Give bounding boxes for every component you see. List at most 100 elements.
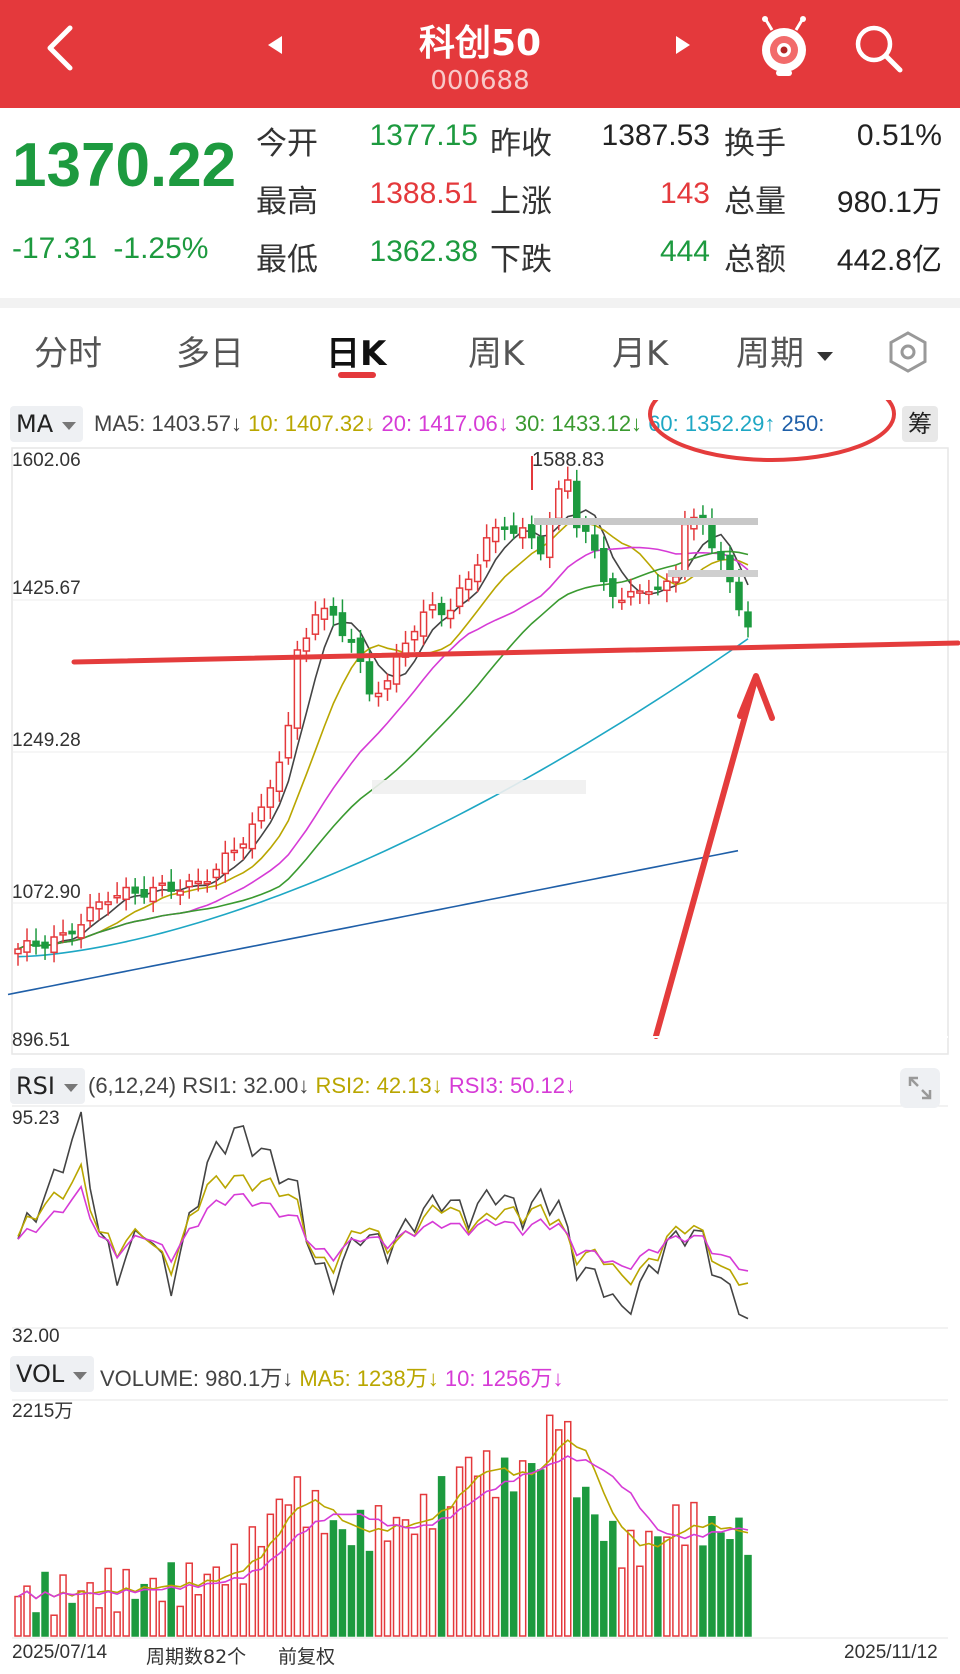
volume-bar bbox=[131, 1598, 139, 1637]
volume-bar bbox=[23, 1585, 31, 1637]
volume-bar bbox=[545, 1414, 554, 1637]
last-price: 1370.22 bbox=[12, 131, 237, 200]
candle-up bbox=[221, 852, 230, 875]
candle-up bbox=[383, 680, 392, 690]
candle-up bbox=[86, 906, 94, 922]
stat-label-open: 今开 bbox=[256, 126, 318, 162]
ma5-value: MA5: 1403.57↓ bbox=[94, 411, 242, 436]
volume-bar bbox=[257, 1545, 266, 1637]
candle-up bbox=[122, 886, 130, 901]
change-percent: -1.25% bbox=[113, 232, 209, 265]
candle-up bbox=[257, 806, 266, 822]
candle-up bbox=[248, 823, 257, 850]
stat-label-high: 最高 bbox=[256, 184, 318, 220]
hexagon-settings-icon[interactable] bbox=[886, 330, 930, 374]
rsi-legend: (6,12,24) RSI1: 32.00↓ RSI2: 42.13↓ RSI3… bbox=[88, 1073, 576, 1099]
volume-bar bbox=[95, 1607, 103, 1637]
candle-down bbox=[68, 930, 76, 935]
tab-monthly-k[interactable]: 月K bbox=[612, 334, 669, 374]
rsi-chip-label: RSI bbox=[16, 1072, 55, 1100]
peak-label: 1588.83 bbox=[532, 449, 604, 471]
volume-bar bbox=[717, 1532, 725, 1637]
triangle-left-icon[interactable] bbox=[260, 30, 290, 60]
ma-legend: MA5: 1403.57↓ 10: 1407.32↓ 20: 1417.06↓ … bbox=[94, 411, 824, 437]
volume-bar bbox=[500, 1457, 509, 1637]
volume-bar bbox=[221, 1584, 230, 1637]
y-label: 1072.90 bbox=[12, 882, 81, 903]
volume-bar bbox=[77, 1590, 85, 1637]
rsi-indicator-chip[interactable]: RSI bbox=[10, 1068, 85, 1104]
candle-up bbox=[194, 880, 202, 885]
candle-up bbox=[239, 843, 248, 849]
candle-down bbox=[609, 578, 617, 597]
chart-area[interactable]: MA MA5: 1403.57↓ 10: 1407.32↓ 20: 1417.0… bbox=[0, 400, 960, 1674]
candle-up bbox=[284, 724, 293, 759]
ma-indicator-chip[interactable]: MA bbox=[10, 406, 83, 442]
chip-distribution-button[interactable]: 筹 bbox=[902, 406, 938, 442]
volume-bar bbox=[86, 1582, 94, 1637]
volume-bar bbox=[374, 1505, 383, 1637]
rsi-params: (6,12,24) bbox=[88, 1073, 177, 1098]
start-date: 2025/07/14 bbox=[12, 1642, 108, 1663]
triangle-right-icon[interactable] bbox=[668, 30, 698, 60]
candle-up bbox=[95, 901, 103, 910]
volume-bar bbox=[284, 1504, 293, 1637]
rsi3-line bbox=[17, 1184, 749, 1272]
tab-period-label: 周期 bbox=[736, 334, 804, 374]
ma-chip-label: MA bbox=[16, 410, 54, 438]
vol-ma5-value: MA5: 1238万↓ bbox=[299, 1366, 439, 1391]
y-label-min: 896.51 bbox=[12, 1030, 71, 1051]
section-divider bbox=[0, 298, 960, 308]
candle-up bbox=[113, 894, 121, 899]
candle-up bbox=[293, 649, 302, 729]
volume-bar bbox=[491, 1496, 500, 1637]
volume-bar bbox=[573, 1497, 581, 1637]
candle-down bbox=[437, 602, 446, 616]
volume-bar bbox=[744, 1554, 752, 1637]
candle-up bbox=[50, 936, 58, 954]
volume-bar bbox=[365, 1550, 374, 1637]
volume-bar bbox=[302, 1526, 311, 1637]
stat-value-high: 1388.51 bbox=[369, 177, 478, 210]
candle-down bbox=[167, 881, 175, 892]
volume-bar bbox=[627, 1529, 635, 1637]
volume-bar bbox=[419, 1493, 428, 1637]
candle-up bbox=[645, 591, 653, 596]
volume-bar bbox=[329, 1520, 338, 1637]
candle-down bbox=[338, 612, 347, 637]
volume-bar bbox=[410, 1533, 419, 1637]
candle-down bbox=[735, 581, 743, 611]
tab-intraday[interactable]: 分时 bbox=[34, 334, 102, 374]
tab-multi-day[interactable]: 多日 bbox=[176, 334, 244, 374]
mascot-icon[interactable] bbox=[754, 14, 814, 78]
candle-up bbox=[104, 901, 112, 906]
annotation-arrow-shaft bbox=[653, 681, 757, 1039]
vol-indicator-chip[interactable]: VOL bbox=[10, 1356, 94, 1392]
volume-bar bbox=[275, 1498, 284, 1637]
vol-y-max: 2215万 bbox=[12, 1401, 74, 1422]
volume-bar bbox=[68, 1602, 76, 1637]
candle-down bbox=[356, 637, 365, 662]
tab-daily-k[interactable]: 日K bbox=[326, 334, 387, 374]
candle-down bbox=[32, 940, 40, 947]
volume-bar bbox=[392, 1516, 401, 1637]
volume-bar bbox=[609, 1520, 617, 1637]
tab-weekly-k[interactable]: 周K bbox=[468, 334, 525, 374]
candle-up bbox=[428, 604, 437, 611]
chevron-left-icon[interactable] bbox=[32, 18, 92, 78]
candle-down bbox=[708, 521, 716, 549]
volume-bar bbox=[158, 1600, 166, 1637]
expand-icon[interactable] bbox=[900, 1068, 940, 1108]
volume-bar bbox=[401, 1519, 410, 1637]
annotation-support-line bbox=[71, 640, 960, 665]
candle-up bbox=[672, 575, 680, 583]
volume-bar bbox=[527, 1463, 536, 1637]
search-icon[interactable] bbox=[850, 20, 906, 76]
tab-period-dropdown[interactable]: 周期 bbox=[736, 326, 835, 375]
volume-bar bbox=[428, 1528, 437, 1637]
candle-down bbox=[347, 638, 356, 643]
ma60-value: 60: 1352.29↑ bbox=[648, 411, 776, 436]
kline-chart: 1588.83 bbox=[7, 400, 960, 1639]
stat-label-prev-close: 昨收 bbox=[490, 126, 552, 162]
volume-bar bbox=[383, 1540, 392, 1637]
